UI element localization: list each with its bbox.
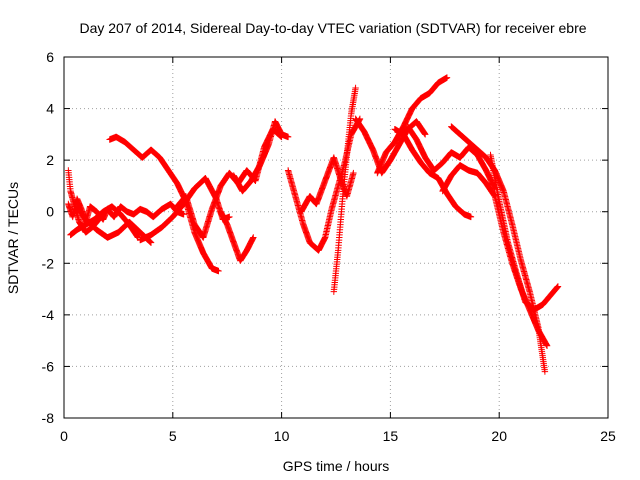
x-tick-label: 15 [383,428,399,444]
x-tick-label: 20 [491,428,507,444]
data-point [284,133,292,141]
y-tick-label: -2 [42,255,55,271]
data-point [422,131,429,138]
x-tick-label: 10 [274,428,290,444]
data-point [352,84,359,92]
series-sat-i [230,118,292,195]
data-point [226,213,233,221]
series-sat-h [217,208,257,264]
series-sat-e [73,203,155,246]
data-point [467,213,475,221]
series-sat-l [330,84,359,295]
y-tick-label: 4 [46,101,54,117]
series-sat-o [391,126,475,221]
y-tick-label: -4 [42,307,55,323]
data-point [350,169,357,177]
data-marks [65,74,562,375]
y-tick-label: 0 [46,204,54,220]
series-sat-s [487,151,562,313]
data-point [180,211,187,218]
x-axis-label: GPS time / hours [283,458,390,474]
data-point [147,239,155,246]
x-tick-label: 0 [60,428,68,444]
y-tick-label: -8 [42,410,55,426]
data-point [541,368,549,375]
series-sat-p [404,123,499,192]
x-tick-labels: 0 5 10 15 20 25 [60,428,616,444]
data-point [543,342,551,349]
y-tick-labels: -8 -6 -4 -2 0 2 4 6 [42,49,55,426]
series-sat-k [297,154,357,215]
data-point [443,74,451,81]
plot-frame [63,56,609,419]
data-point [250,234,257,241]
y-tick-label: 2 [46,152,54,168]
tick-marks [63,56,609,419]
x-tick-label: 25 [600,428,616,444]
y-tick-label: -6 [42,358,55,374]
y-axis-label: SDTVAR / TECUs [5,182,21,294]
x-tick-label: 5 [169,428,177,444]
data-point [554,283,562,290]
y-tick-label: 6 [46,49,54,65]
chart-title: Day 207 of 2014, Sidereal Day-to-day VTE… [79,20,586,36]
data-point [215,267,222,275]
